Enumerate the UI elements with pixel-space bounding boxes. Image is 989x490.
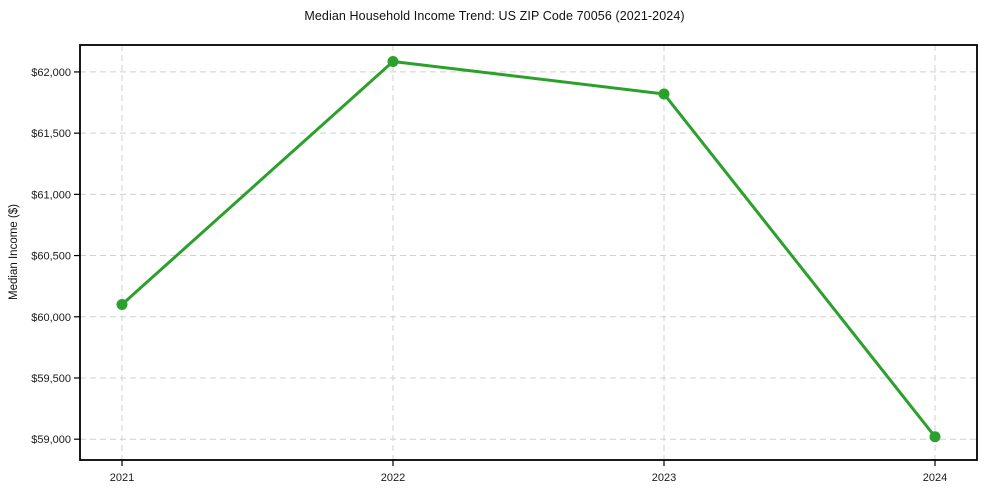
plot-frame <box>79 44 978 461</box>
data-line <box>120 60 937 439</box>
y-tick-label: $61,000 <box>31 189 71 201</box>
data-point-marker <box>658 88 670 100</box>
x-tick-label: 2021 <box>110 472 134 484</box>
y-tick-label: $62,000 <box>31 67 71 79</box>
y-tick-label: $59,000 <box>31 434 71 446</box>
y-tick-label: $61,500 <box>31 128 71 140</box>
data-point-marker <box>929 431 941 443</box>
data-point-marker <box>116 299 128 311</box>
x-tick-label: 2022 <box>381 472 405 484</box>
x-tick-label: 2023 <box>652 472 676 484</box>
data-point-marker <box>387 56 399 68</box>
y-tick-label: $60,000 <box>31 312 71 324</box>
chart-title: Median Household Income Trend: US ZIP Co… <box>304 9 685 23</box>
x-tick-label: 2024 <box>923 472 947 484</box>
y-tick-label: $60,500 <box>31 251 71 263</box>
y-tick-label: $59,500 <box>31 373 71 385</box>
